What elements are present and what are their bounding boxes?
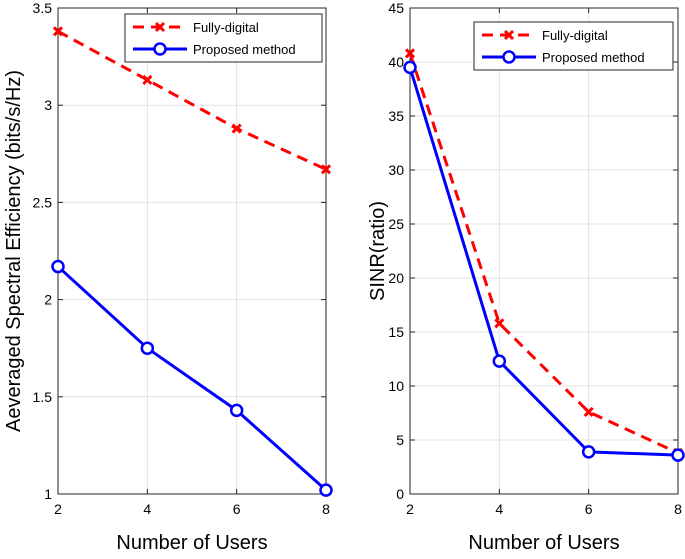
circle-marker — [671, 448, 685, 462]
x-marker-stroke — [494, 318, 505, 329]
x-tick-label: 4 — [143, 501, 151, 517]
legend-x-marker — [503, 29, 515, 41]
plot-frame — [409, 7, 679, 495]
x-tick-label: 2 — [54, 501, 62, 517]
y-tick-label: 35 — [388, 108, 404, 124]
plot-frame — [57, 7, 327, 495]
circle-marker — [51, 259, 65, 274]
sinr-chart: 2 4 6 8 0 5 10 15 20 25 30 35 40 45 Number of Users SIN… — [367, 0, 685, 554]
spectral-efficiency-chart: 2 4 6 8 1 1.5 2 2.5 3 3.5 Number of Users Aeveraged… — [3, 0, 333, 554]
legend-circle-marker — [502, 50, 516, 64]
x-marker — [52, 26, 64, 37]
series-line — [56, 265, 327, 492]
y-tick-label: 2.5 — [33, 194, 53, 210]
x-marker — [320, 164, 332, 175]
x-tick-label: 6 — [233, 501, 241, 517]
legend: Fully-digital Proposed method — [124, 13, 323, 63]
legend-label: Fully-digital — [542, 28, 608, 43]
legend-x-marker — [154, 21, 166, 33]
series-fully-digital — [52, 26, 332, 175]
x-marker-stroke — [583, 406, 594, 417]
y-tick-label: 20 — [388, 270, 404, 286]
y-tick-label: 40 — [388, 54, 404, 70]
circle-marker — [492, 354, 507, 368]
series-fully-digital — [404, 48, 684, 459]
x-tick-label: 6 — [585, 501, 593, 517]
x-marker-stroke — [404, 48, 416, 59]
legend: Fully-digital Proposed method — [473, 21, 674, 71]
legend-label: Proposed method — [193, 42, 296, 57]
y-axis-label: SINR(ratio) — [367, 201, 389, 301]
circle-marker — [403, 60, 417, 75]
x-marker — [404, 48, 416, 59]
y-tick-label: 3 — [44, 97, 52, 113]
series-line — [408, 52, 679, 455]
x-marker — [583, 406, 594, 417]
legend-circle-marker — [153, 42, 167, 56]
x-marker — [494, 318, 505, 329]
y-tick-label: 1.5 — [33, 389, 53, 405]
legend-label: Fully-digital — [193, 20, 259, 35]
circle-marker — [140, 341, 155, 355]
x-axis-label: Number of Users — [468, 532, 619, 554]
x-marker-stroke — [320, 164, 332, 175]
circle-marker — [319, 483, 333, 497]
x-tick-label: 8 — [674, 501, 682, 517]
series-line — [408, 66, 679, 457]
y-tick-label: 45 — [388, 0, 404, 16]
x-marker — [231, 123, 242, 134]
x-marker-stroke — [142, 74, 153, 85]
x-marker — [142, 74, 153, 85]
series-proposed-method — [51, 259, 333, 497]
series-line — [57, 30, 327, 171]
x-tick-label: 4 — [495, 501, 503, 517]
x-tick-label: 2 — [406, 501, 414, 517]
circle-marker — [229, 403, 244, 418]
y-tick-label: 15 — [388, 324, 404, 340]
y-tick-label: 2 — [44, 292, 52, 308]
y-tick-label: 30 — [388, 162, 404, 178]
x-axis-label: Number of Users — [116, 532, 267, 554]
y-tick-label: 0 — [396, 486, 404, 502]
x-marker-stroke — [52, 26, 64, 37]
y-tick-label: 5 — [396, 432, 404, 448]
legend-label: Proposed method — [542, 50, 645, 65]
y-tick-label: 3.5 — [33, 0, 53, 16]
x-tick-label: 8 — [322, 501, 330, 517]
series-proposed-method — [403, 60, 685, 462]
circle-marker — [581, 445, 596, 459]
y-tick-label: 10 — [388, 378, 404, 394]
y-tick-label: 1 — [44, 486, 52, 502]
x-marker-stroke — [231, 123, 242, 134]
y-axis-label: Aeveraged Spectral Efficiency (bits/s/Hz… — [3, 70, 25, 432]
y-tick-label: 25 — [388, 216, 404, 232]
